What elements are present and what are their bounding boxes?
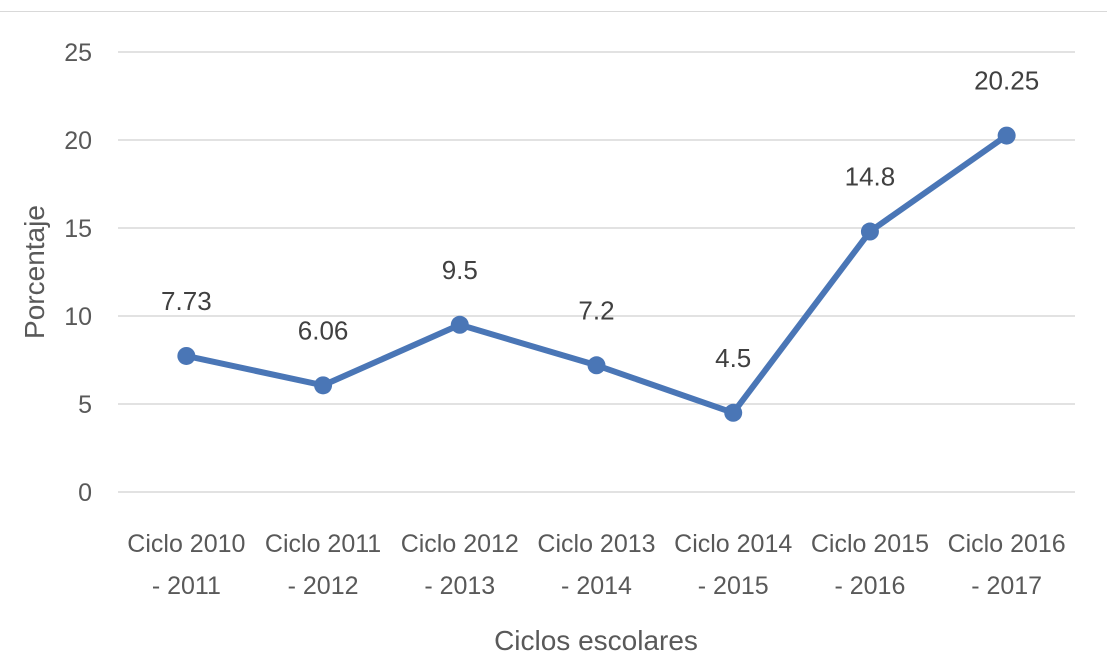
gridlines [118, 51, 1075, 493]
x-tick-label: - 2017 [971, 572, 1042, 600]
data-label: 14.8 [845, 162, 896, 192]
y-tick-label: 10 [64, 303, 92, 331]
x-tick-label: - 2013 [424, 572, 495, 600]
x-tick-label: - 2014 [561, 572, 632, 600]
y-tick-label: 25 [64, 39, 92, 67]
data-point [587, 356, 606, 375]
x-tick-label: - 2012 [288, 572, 359, 600]
y-tick-label: 15 [64, 215, 92, 243]
x-tick-label: Ciclo 2012 [401, 530, 519, 558]
data-point [724, 403, 743, 422]
y-tick-label: 20 [64, 127, 92, 155]
x-tick-label: - 2016 [834, 572, 905, 600]
data-label: 7.73 [161, 286, 212, 316]
data-label: 20.25 [974, 66, 1039, 96]
x-tick-label: - 2011 [152, 572, 221, 600]
data-point [997, 126, 1016, 145]
x-tick-label: Ciclo 2011 [265, 530, 381, 558]
data-label: 6.06 [298, 315, 349, 345]
chart-frame-top-border [0, 0, 1107, 12]
data-label: 7.2 [578, 295, 614, 325]
data-label: 9.5 [442, 255, 478, 285]
y-tick-label: 0 [78, 479, 92, 507]
x-axis-ticks: Ciclo 2010 - 2011 Ciclo 2011 - 2012 Ciclo 20… [127, 530, 1065, 600]
x-tick-label: Ciclo 2015 [811, 530, 929, 558]
x-tick-label: Ciclo 2016 [948, 530, 1066, 558]
data-point [450, 315, 469, 334]
x-axis-title: Ciclos escolares [494, 625, 698, 653]
x-tick-label: Ciclo 2013 [537, 530, 655, 558]
data-label: 4.5 [715, 343, 751, 373]
data-point [177, 346, 196, 365]
data-point [860, 222, 879, 241]
x-tick-label: Ciclo 2014 [674, 530, 792, 558]
y-axis-ticks: 0 5 10 15 20 25 [64, 39, 92, 507]
x-tick-label: Ciclo 2010 [127, 530, 245, 558]
series-layer: 7.73 6.06 9.5 7.2 4.5 14.8 20.25 [161, 66, 1039, 422]
y-tick-label: 5 [78, 391, 92, 419]
y-axis-title: Porcentaje [19, 205, 50, 339]
x-tick-label: - 2015 [698, 572, 769, 600]
data-point [314, 376, 333, 395]
